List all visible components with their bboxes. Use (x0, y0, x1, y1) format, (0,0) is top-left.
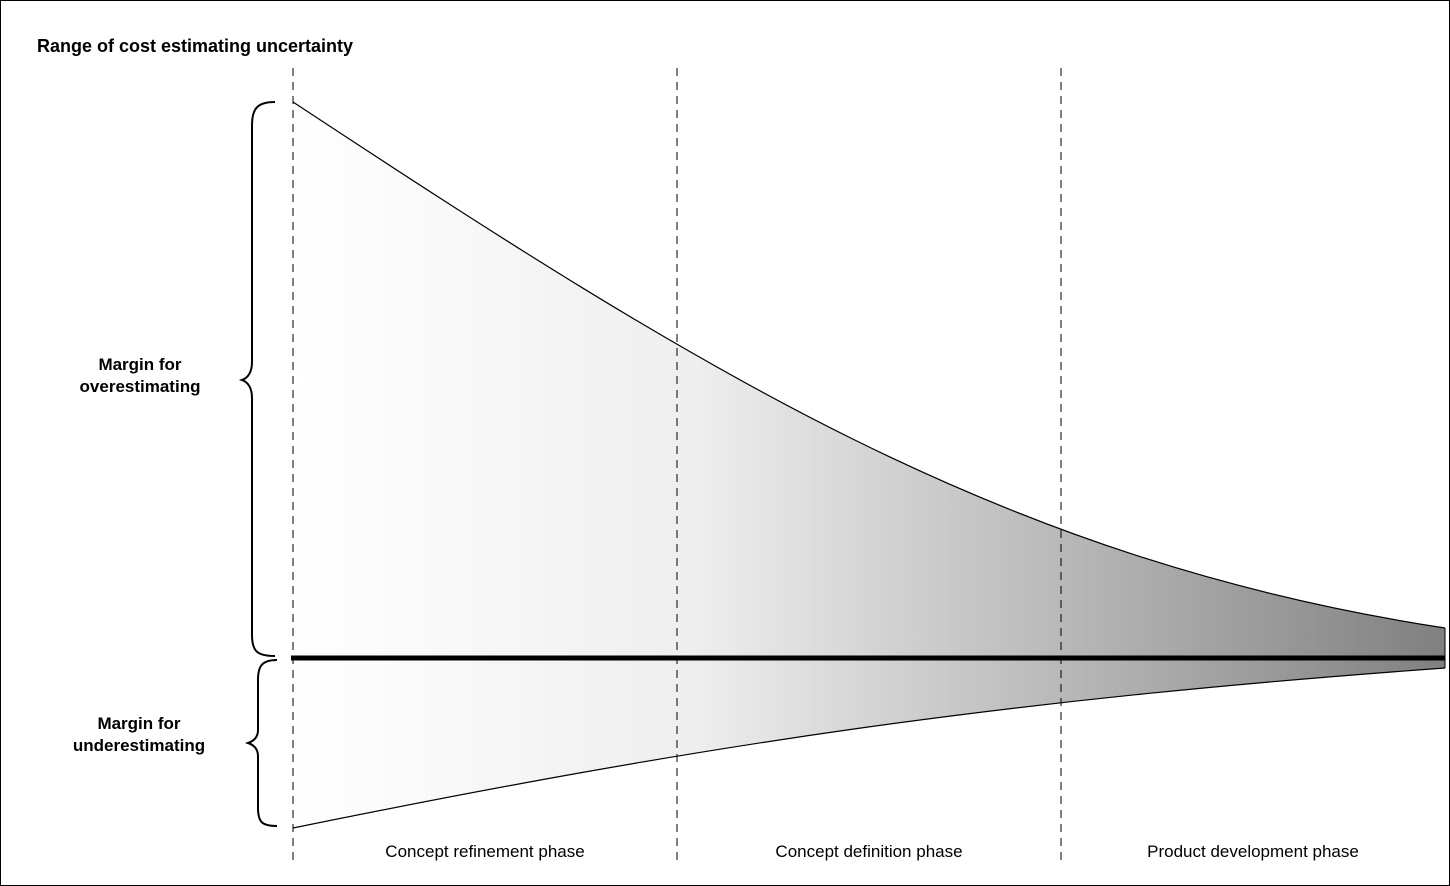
uncertainty-cone-area (293, 102, 1445, 828)
overestimating-brace (238, 101, 276, 657)
overestimating-label: Margin for overestimating (79, 355, 201, 396)
underestimating-label: Margin for underestimating (72, 714, 206, 755)
lower-bound-curve (292, 667, 1446, 829)
upper-bound-curve (292, 101, 1446, 629)
phase-label-concept-refinement: Concept refinement phase (385, 842, 585, 861)
phase-label-concept-definition: Concept definition phase (775, 842, 963, 861)
diagram-title: Range of cost estimating uncertainty (37, 36, 354, 56)
underestimating-brace (244, 659, 278, 827)
phase-label-product-development: Product development phase (1147, 842, 1359, 861)
